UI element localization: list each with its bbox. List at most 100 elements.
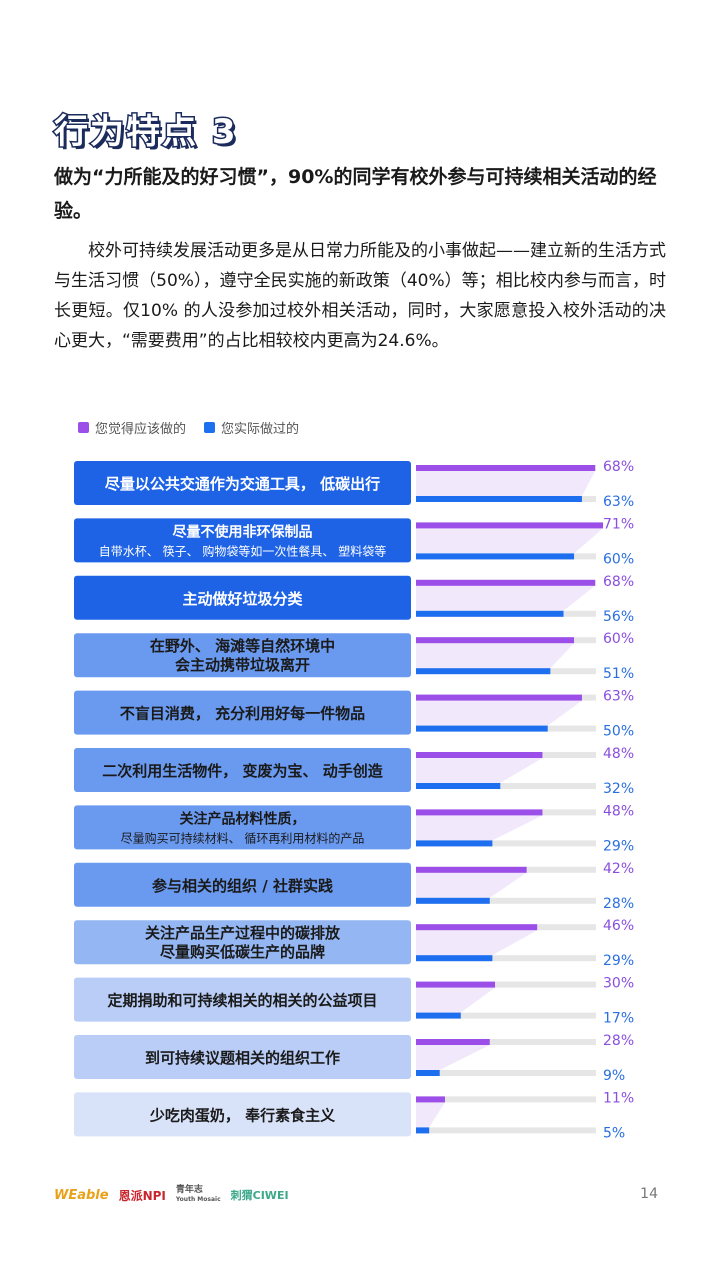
category-label: 自带水杯、 筷子、 购物袋等如一次性餐具、 塑料袋等 — [99, 543, 386, 558]
bar-series2 — [416, 783, 501, 789]
legend-item-series2: 您实际做过的 — [204, 418, 299, 437]
category-box — [74, 862, 411, 907]
bar-series2 — [416, 1012, 461, 1019]
bar-series2 — [416, 897, 490, 904]
category-box — [74, 461, 411, 505]
chart-legend: 您觉得应该做的 您实际做过的 — [78, 418, 317, 437]
bar-series2 — [416, 955, 493, 962]
bar-series1 — [416, 694, 582, 701]
category-label: 少吃肉蛋奶， 奉行素食主义 — [149, 1106, 335, 1124]
connector-fan — [416, 758, 543, 783]
bar-track — [416, 1096, 596, 1103]
bar-series1 — [416, 522, 604, 529]
data-label-series1: 71% — [603, 516, 634, 532]
bar-track — [416, 981, 596, 988]
weable-logo: WEable — [54, 1187, 109, 1203]
category-label: 二次利用生活物件， 变废为宝、 动手创造 — [102, 762, 382, 780]
page-subtitle: 做为“力所能及的好习惯”，90%的同学有校外参与可持续相关活动的经验。 — [54, 166, 657, 222]
category-label: 尽量以公共交通作为交通工具， 低碳出行 — [105, 475, 380, 493]
category-label: 尽量不使用非环保制品 — [173, 523, 313, 540]
bar-series2 — [416, 1127, 430, 1134]
bar-series2 — [416, 725, 548, 732]
bar-series1 — [416, 809, 543, 816]
bar-track — [416, 783, 596, 789]
category-box — [74, 977, 411, 1022]
bar-series1 — [416, 866, 527, 873]
category-box — [74, 1035, 411, 1079]
legend-swatch-series1 — [78, 422, 89, 433]
category-label: 不盲目消费， 充分利用好每一件物品 — [120, 705, 365, 723]
data-label-series1: 46% — [603, 918, 634, 934]
youth-mosaic-logo-cn: 青年志 — [175, 1185, 203, 1195]
data-label-series2: 50% — [603, 724, 634, 740]
category-label: 尽量购买可持续材料、 循环再利用材料的产品 — [121, 830, 365, 845]
category-box — [74, 1092, 411, 1137]
data-label-series1: 30% — [603, 976, 634, 992]
data-label-series2: 63% — [603, 494, 634, 510]
category-label: 到可持续议题相关的组织工作 — [145, 1049, 340, 1067]
bar-track — [416, 1012, 596, 1019]
category-label: 在野外、 海滩等自然环境中 — [150, 637, 335, 655]
bar-series2 — [416, 1070, 440, 1076]
data-label-series1: 48% — [603, 746, 634, 762]
data-label-series2: 56% — [603, 609, 634, 625]
data-label-series1: 68% — [603, 574, 634, 590]
bar-track — [416, 1039, 596, 1045]
connector-fan — [416, 987, 496, 1013]
bar-track — [416, 1127, 596, 1134]
page-number: 14 — [640, 1186, 658, 1202]
data-label-series2: 29% — [603, 838, 634, 854]
bar-series1 — [416, 637, 575, 644]
category-label: 关注产品生产过程中的碳排放 — [145, 924, 341, 942]
bar-series1 — [416, 752, 543, 758]
legend-item-series1: 您觉得应该做的 — [78, 418, 186, 437]
data-label-series2: 28% — [603, 896, 634, 912]
data-label-series2: 32% — [603, 781, 634, 797]
connector-fan — [416, 1045, 490, 1070]
data-label-series1: 48% — [603, 803, 634, 819]
connector-fan — [416, 930, 538, 956]
footer-logos: WEable 恩派NPI 青年志 Youth Mosaic 刺猬CIWEI — [54, 1186, 289, 1204]
bar-track — [416, 840, 596, 847]
data-label-series2: 51% — [603, 666, 634, 682]
category-label: 尽量购买低碳生产的品牌 — [160, 943, 325, 961]
data-label-series1: 60% — [603, 631, 634, 647]
connector-fan — [416, 815, 543, 841]
legend-label-series2: 您实际做过的 — [221, 422, 300, 437]
bar-series1 — [416, 579, 596, 586]
legend-label-series1: 您觉得应该做的 — [95, 422, 187, 437]
connector-fan — [416, 528, 604, 554]
data-label-series2: 5% — [603, 1125, 625, 1141]
ciwei-logo: 刺猬CIWEI — [230, 1189, 289, 1202]
connector-fan — [416, 872, 527, 898]
category-box — [74, 805, 411, 850]
data-label-series2: 60% — [603, 551, 634, 567]
category-box — [74, 575, 411, 620]
bar-track — [416, 955, 596, 962]
data-label-series2: 17% — [603, 1011, 634, 1027]
bar-series1 — [416, 981, 496, 988]
category-box — [74, 633, 411, 678]
bar-series1 — [416, 924, 538, 931]
bar-series2 — [416, 840, 493, 847]
data-label-series1: 63% — [603, 689, 634, 705]
connector-fan — [416, 700, 582, 726]
connector-fan — [416, 585, 596, 611]
data-label-series1: 68% — [603, 459, 634, 475]
npi-logo: 恩派NPI — [118, 1188, 166, 1203]
data-label-series1: 11% — [603, 1090, 634, 1106]
body-paragraph: 校外可持续发展活动更多是从日常力所能及的小事做起——建立新的生活方式与生活习惯（… — [54, 241, 666, 351]
bar-series1 — [416, 465, 596, 471]
legend-swatch-series2 — [204, 422, 216, 433]
bar-series2 — [416, 668, 551, 675]
data-label-series1: 42% — [603, 861, 634, 877]
category-label: 定期捐助和可持续相关的相关的公益项目 — [107, 992, 377, 1010]
youth-mosaic-logo: 青年志 Youth Mosaic — [176, 1186, 221, 1204]
youth-mosaic-logo-en: Youth Mosaic — [175, 1196, 221, 1203]
category-label: 关注产品材料性质， — [180, 810, 306, 827]
category-label: 主动做好垃圾分类 — [182, 590, 303, 608]
connector-fan — [416, 643, 575, 669]
bar-track — [416, 897, 596, 904]
data-label-series1: 28% — [603, 1033, 634, 1049]
